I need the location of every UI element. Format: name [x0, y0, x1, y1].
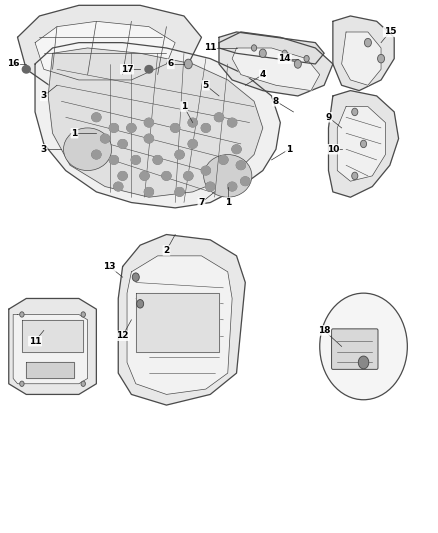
Ellipse shape — [145, 188, 153, 196]
Circle shape — [259, 49, 266, 58]
Ellipse shape — [118, 172, 127, 180]
Polygon shape — [35, 43, 280, 208]
Polygon shape — [127, 256, 232, 394]
Text: 8: 8 — [273, 97, 279, 106]
Circle shape — [81, 312, 85, 317]
Ellipse shape — [145, 66, 153, 73]
Circle shape — [304, 55, 309, 62]
Polygon shape — [18, 5, 201, 96]
Ellipse shape — [110, 156, 118, 164]
Circle shape — [352, 108, 358, 116]
Circle shape — [20, 381, 24, 386]
Text: 3: 3 — [41, 145, 47, 154]
Ellipse shape — [188, 140, 197, 148]
Polygon shape — [342, 32, 381, 85]
Ellipse shape — [145, 118, 153, 127]
Polygon shape — [26, 362, 74, 378]
Text: 4: 4 — [260, 70, 266, 79]
Ellipse shape — [22, 66, 30, 73]
Text: 1: 1 — [181, 102, 187, 111]
Circle shape — [20, 312, 24, 317]
Text: 10: 10 — [327, 145, 339, 154]
Text: 17: 17 — [121, 65, 133, 74]
Ellipse shape — [92, 150, 101, 159]
Polygon shape — [219, 32, 324, 64]
Polygon shape — [328, 91, 399, 197]
Polygon shape — [13, 314, 88, 384]
Circle shape — [132, 273, 139, 281]
Circle shape — [251, 45, 257, 51]
Ellipse shape — [153, 156, 162, 164]
Ellipse shape — [110, 124, 118, 132]
Circle shape — [358, 356, 369, 369]
Ellipse shape — [228, 182, 237, 191]
Circle shape — [360, 140, 367, 148]
Ellipse shape — [219, 156, 228, 164]
Ellipse shape — [175, 150, 184, 159]
Ellipse shape — [101, 134, 110, 143]
Text: 1: 1 — [71, 129, 78, 138]
Polygon shape — [118, 235, 245, 405]
Ellipse shape — [171, 124, 180, 132]
Circle shape — [184, 59, 192, 69]
Text: 12: 12 — [117, 332, 129, 340]
Ellipse shape — [127, 124, 136, 132]
Text: 13: 13 — [103, 262, 116, 271]
Ellipse shape — [184, 172, 193, 180]
Ellipse shape — [92, 113, 101, 122]
Ellipse shape — [237, 161, 245, 169]
Polygon shape — [333, 16, 394, 91]
Polygon shape — [232, 48, 320, 91]
Ellipse shape — [114, 182, 123, 191]
Circle shape — [294, 60, 301, 68]
FancyBboxPatch shape — [332, 329, 378, 369]
Polygon shape — [9, 298, 96, 394]
Circle shape — [282, 50, 287, 56]
Polygon shape — [35, 21, 175, 80]
Polygon shape — [48, 48, 263, 197]
Ellipse shape — [162, 172, 171, 180]
Text: 6: 6 — [168, 60, 174, 68]
Text: 1: 1 — [225, 198, 231, 207]
Text: 9: 9 — [325, 113, 332, 122]
Ellipse shape — [131, 156, 140, 164]
Ellipse shape — [145, 134, 153, 143]
Circle shape — [378, 54, 385, 63]
Ellipse shape — [228, 118, 237, 127]
Ellipse shape — [64, 128, 112, 171]
Ellipse shape — [188, 118, 197, 127]
Circle shape — [81, 381, 85, 386]
Text: 3: 3 — [41, 92, 47, 100]
Text: 5: 5 — [203, 81, 209, 90]
Ellipse shape — [241, 177, 250, 185]
Text: 11: 11 — [204, 44, 216, 52]
Text: 15: 15 — [384, 28, 396, 36]
Circle shape — [137, 300, 144, 308]
Polygon shape — [136, 293, 219, 352]
Circle shape — [320, 293, 407, 400]
Text: 2: 2 — [163, 246, 170, 255]
Ellipse shape — [175, 188, 184, 196]
Ellipse shape — [206, 182, 215, 191]
Ellipse shape — [118, 140, 127, 148]
Text: 11: 11 — [29, 337, 41, 345]
Ellipse shape — [232, 145, 241, 154]
Polygon shape — [219, 32, 333, 96]
Ellipse shape — [140, 172, 149, 180]
Ellipse shape — [215, 113, 223, 122]
Ellipse shape — [201, 166, 210, 175]
Text: 7: 7 — [198, 198, 205, 207]
Text: 18: 18 — [318, 326, 330, 335]
Polygon shape — [22, 320, 83, 352]
Circle shape — [352, 172, 358, 180]
Text: 14: 14 — [279, 54, 291, 63]
Circle shape — [364, 38, 371, 47]
Text: 1: 1 — [286, 145, 292, 154]
Polygon shape — [337, 107, 385, 181]
Text: 16: 16 — [7, 60, 19, 68]
Ellipse shape — [204, 155, 252, 197]
Ellipse shape — [201, 124, 210, 132]
